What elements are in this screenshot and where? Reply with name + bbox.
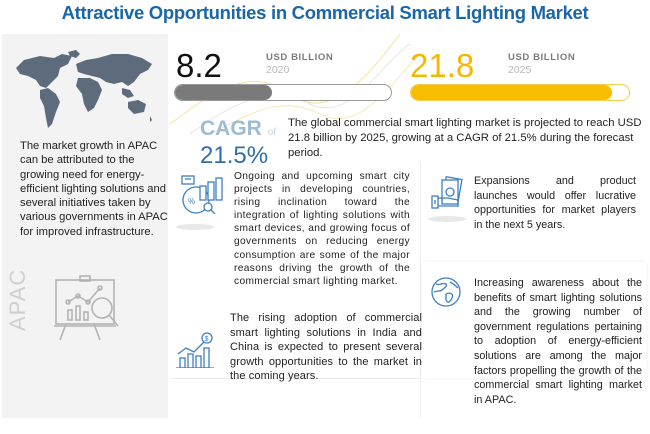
- progress-bar-2020: [174, 84, 392, 101]
- driver-block: % Ongoing and upcoming smart city projec…: [170, 162, 420, 292]
- apac-description: The market growth in APAC can be attribu…: [20, 140, 168, 238]
- svg-text:%: %: [188, 197, 195, 206]
- region-label: APAC: [5, 268, 30, 331]
- presentation-analytics-icon: [54, 275, 119, 341]
- apac-growth-text: Increasing awareness about the benefits …: [474, 277, 642, 406]
- unit-2025: USD BILLION: [508, 52, 576, 63]
- market-overview-panel: 8.2 USD BILLION 2020 21.8 USD BILLION 20…: [170, 34, 646, 418]
- growth-chart-dollar-icon: $: [176, 332, 214, 368]
- progress-fill-2020: [175, 85, 273, 100]
- unit-2020: USD BILLION: [266, 52, 334, 63]
- cagr-badge: CAGR of 21.5%: [200, 118, 280, 168]
- page-title: Attractive Opportunities in Commercial S…: [61, 2, 589, 23]
- column-divider: [420, 162, 421, 418]
- cagr-label-text: CAGR: [200, 117, 262, 140]
- expansion-text: Expansions and product launches would of…: [474, 175, 636, 231]
- progress-fill-2025: [411, 85, 612, 100]
- svg-text:$: $: [205, 336, 209, 343]
- driver-text: Ongoing and upcoming smart city projects…: [234, 171, 410, 287]
- icon-shadow: [176, 224, 214, 230]
- cagr-of: of: [267, 127, 277, 138]
- icon-shadow: [428, 216, 466, 222]
- globe-icon: [431, 277, 461, 307]
- apac-growth-block: Increasing awareness about the benefits …: [422, 268, 646, 418]
- value-2020: 8.2: [176, 47, 222, 84]
- progress-bar-2025: [410, 84, 630, 101]
- apac-panel: The market growth in APAC can be attribu…: [2, 34, 168, 418]
- opportunity-block: $ The rising adoption of commercial smar…: [170, 304, 422, 384]
- value-2025: 21.8: [410, 47, 475, 84]
- year-2020: 2020: [266, 64, 290, 76]
- expansion-block: Expansions and product launches would of…: [422, 162, 646, 262]
- opportunity-text: The rising adoption of commercial smart …: [230, 312, 422, 383]
- world-map-icon: [16, 50, 152, 128]
- globe-card-background: [422, 262, 646, 378]
- year-2025: 2025: [508, 64, 532, 76]
- analytics-percentage-icon: %: [181, 175, 223, 214]
- region-label-text: APAC: [5, 268, 30, 331]
- money-hand-icon: [431, 176, 463, 209]
- market-summary: The global commercial smart lighting mar…: [288, 117, 642, 159]
- cagr-label: CAGR of: [200, 118, 280, 144]
- cagr-value: 21.5%: [200, 142, 269, 169]
- row-divider: [170, 378, 420, 379]
